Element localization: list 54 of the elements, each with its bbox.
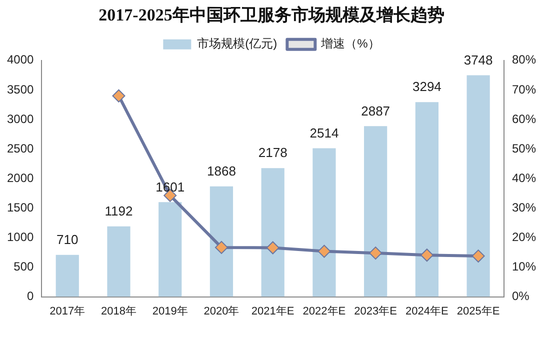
point [369,246,382,260]
bar [415,102,438,297]
y2-tick-label: 0% [512,289,530,304]
y2-tick-label: 30% [512,200,536,214]
bar [466,75,490,297]
x-tick-label: 2024年E [406,305,448,318]
x-tick-label: 2017年 [50,305,86,318]
bar [312,148,336,297]
bar [210,186,234,297]
x-tick-label: 2021年E [251,305,294,318]
x-tick-label: 2019年 [152,305,188,318]
data-label: 3294 [412,79,442,94]
bar [261,168,284,297]
bar [158,202,182,297]
y-tick-label: 4000 [6,52,34,67]
point [472,250,485,263]
y-tick-label: 1500 [6,200,34,214]
data-label: 1868 [207,163,236,178]
y-tick-label: 2000 [6,170,34,185]
point [266,241,280,254]
x-tick-label: 2022年E [302,305,346,318]
y-tick-label: 0 [27,289,34,304]
y-tick-label: 500 [14,260,34,274]
bar [107,226,130,297]
y2-tick-label: 10% [512,260,536,274]
y-tick-label: 2500 [6,141,34,156]
point [420,248,434,262]
y2-tick-label: 70% [512,82,536,96]
x-tick-label: 2018年 [101,305,136,318]
bar [364,126,388,297]
y-tick-label: 3500 [6,82,34,96]
y2-tick-label: 20% [512,230,536,244]
x-tick-label: 2020年 [204,305,240,318]
point [214,240,228,254]
y2-tick-label: 60% [512,112,536,126]
data-label: 1192 [104,203,133,218]
y-tick-label: 3000 [6,112,34,126]
chart-title: 2017-2025年中国环卫服务市场规模及增长趋势 [98,6,444,25]
legend-label: 市场规模(亿元) [197,36,278,51]
point [112,89,126,102]
y2-tick-label: 80% [512,52,536,67]
y2-tick-label: 40% [512,170,536,185]
x-tick-label: 2023年E [354,305,397,318]
data-label: 2887 [361,103,390,118]
y-tick-label: 1000 [6,230,34,244]
y2-tick-label: 50% [512,141,536,156]
data-label: 2178 [258,145,288,160]
data-label: 710 [56,232,78,247]
point [318,244,331,258]
legend-label: 增速（%） [320,36,380,51]
bar [56,254,79,297]
x-tick-label: 2025年E [456,305,500,318]
data-label: 2514 [310,125,339,140]
data-label: 3748 [464,52,493,68]
